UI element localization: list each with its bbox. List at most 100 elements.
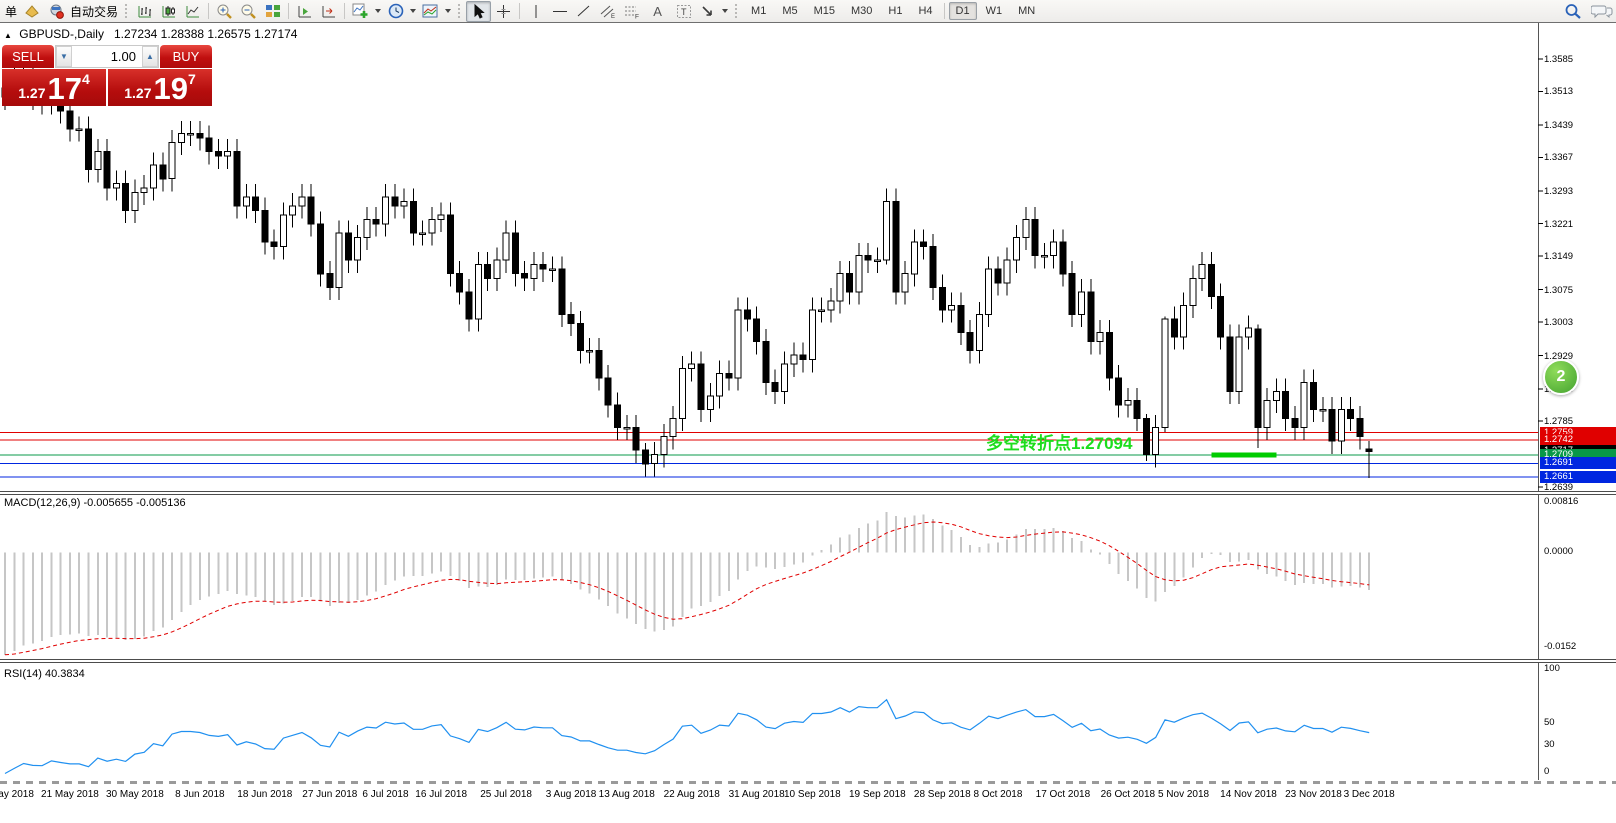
- price-tick-label: 1.2785: [1544, 415, 1574, 427]
- fibonacci-tool-icon[interactable]: F: [620, 2, 643, 21]
- notification-badge[interactable]: 2: [1543, 359, 1579, 395]
- autotrading-robot-icon[interactable]: [44, 2, 67, 21]
- candle: [1170, 318, 1178, 338]
- candle: [354, 237, 362, 261]
- candle: [901, 273, 909, 293]
- arrows-tool-icon[interactable]: [696, 2, 719, 21]
- arrows-dropdown-caret[interactable]: [722, 9, 729, 13]
- candle: [298, 196, 306, 207]
- date-label: 25 Jul 2018: [480, 789, 532, 800]
- chart-title: ▲ GBPUSD-,Daily 1.27234 1.28388 1.26575 …: [4, 27, 297, 41]
- indicators-dropdown-caret[interactable]: [375, 9, 382, 13]
- candle: [233, 151, 241, 207]
- horizontal-line-tool-icon[interactable]: [548, 2, 571, 21]
- date-label: 21 May 2018: [41, 789, 99, 800]
- timeframe-button-M1[interactable]: M1: [751, 5, 767, 17]
- candle: [1180, 304, 1188, 338]
- timeframe-button-M30[interactable]: M30: [851, 5, 873, 17]
- date-label: 10 Sep 2018: [784, 789, 841, 800]
- auto-scroll-icon[interactable]: [317, 2, 340, 21]
- volume-decrease-button[interactable]: ▼: [56, 46, 72, 67]
- candle: [753, 318, 761, 343]
- candle: [1226, 336, 1234, 392]
- candle: [920, 241, 928, 248]
- timeframe-button-M15[interactable]: M15: [813, 5, 835, 17]
- candle: [484, 264, 492, 279]
- buy-price-sup: 7: [187, 71, 196, 87]
- tile-windows-icon[interactable]: [261, 2, 284, 21]
- cursor-tool-icon[interactable]: [466, 0, 492, 22]
- candle: [289, 205, 297, 216]
- horizontal-scrollbar[interactable]: [0, 781, 1616, 784]
- zoom-out-icon[interactable]: [237, 2, 260, 21]
- package-icon[interactable]: [20, 2, 43, 21]
- bar-chart-mode-icon[interactable]: [133, 2, 156, 21]
- buy-price-big: 19: [153, 71, 188, 106]
- candle: [168, 142, 176, 180]
- new-order-button[interactable]: 单: [5, 4, 18, 19]
- date-label: 19 Sep 2018: [848, 789, 906, 800]
- candle: [716, 372, 724, 397]
- candle: [1328, 409, 1336, 442]
- candle: [66, 110, 74, 130]
- text-tool-icon[interactable]: A: [653, 3, 662, 19]
- crosshair-tool-icon[interactable]: [492, 2, 515, 21]
- rsi-axis-label: 0: [1544, 766, 1550, 777]
- chart-shift-icon[interactable]: [293, 2, 316, 21]
- candle: [688, 363, 696, 370]
- timeframe-button-D1[interactable]: D1: [948, 2, 977, 20]
- candles: [1, 57, 1373, 478]
- buy-price-small: 1.27: [124, 85, 152, 101]
- volume-value[interactable]: 1.00: [110, 49, 136, 64]
- buy-price[interactable]: 1.27 19 7: [108, 69, 212, 106]
- periods-dropdown-caret[interactable]: [410, 9, 417, 13]
- search-icon[interactable]: [1561, 2, 1584, 21]
- line-chart-mode-icon[interactable]: [181, 2, 204, 21]
- candlestick-mode-icon[interactable]: [157, 2, 180, 21]
- toolbar-drag-handle[interactable]: [457, 2, 463, 20]
- zoom-in-icon[interactable]: [213, 2, 236, 21]
- volume-increase-button[interactable]: ▲: [142, 46, 158, 67]
- toolbar-drag-handle[interactable]: [124, 2, 130, 20]
- candle: [1068, 273, 1076, 315]
- templates-dropdown-caret[interactable]: [445, 9, 452, 13]
- candle: [428, 218, 436, 234]
- vertical-line-tool-icon[interactable]: [524, 2, 547, 21]
- sell-price[interactable]: 1.27 17 4: [2, 69, 106, 106]
- toolbar-drag-handle[interactable]: [734, 2, 740, 20]
- candle: [1040, 255, 1048, 258]
- volume-stepper[interactable]: ▼ 1.00 ▲: [55, 45, 159, 68]
- candle: [948, 304, 956, 311]
- trendline-tool-icon[interactable]: [572, 2, 595, 21]
- candle: [604, 377, 612, 406]
- equidistant-channel-tool-icon[interactable]: E: [596, 2, 619, 21]
- timeframe-button-M5[interactable]: M5: [782, 5, 798, 17]
- candle: [614, 404, 621, 428]
- candle: [641, 449, 649, 465]
- timeframe-button-H4[interactable]: H4: [918, 5, 933, 17]
- date-label: 8 Jun 2018: [175, 789, 225, 800]
- autotrading-button-label[interactable]: 自动交易: [70, 4, 119, 19]
- candle: [382, 196, 389, 225]
- candle: [465, 291, 473, 320]
- periods-clock-icon[interactable]: [384, 2, 407, 21]
- text-label-tool-icon[interactable]: T: [672, 2, 695, 21]
- timeframe-button-MN[interactable]: MN: [1018, 5, 1036, 17]
- macd-rsi-separator[interactable]: [0, 659, 1616, 663]
- timeframe-button-H1[interactable]: H1: [888, 5, 903, 17]
- date-label: 10 May 2018: [0, 789, 34, 800]
- macd-histogram: [4, 512, 1371, 656]
- chat-icon[interactable]: [1590, 2, 1613, 21]
- main-macd-separator[interactable]: [0, 491, 1616, 495]
- buy-button[interactable]: BUY: [160, 45, 212, 68]
- indicators-icon[interactable]: [349, 2, 372, 21]
- templates-icon[interactable]: [419, 2, 442, 21]
- timeframe-button-W1[interactable]: W1: [985, 5, 1003, 17]
- candle: [818, 309, 826, 312]
- candle: [177, 133, 185, 143]
- candle: [474, 264, 482, 320]
- candle: [1124, 399, 1132, 406]
- sell-button[interactable]: SELL: [2, 45, 54, 68]
